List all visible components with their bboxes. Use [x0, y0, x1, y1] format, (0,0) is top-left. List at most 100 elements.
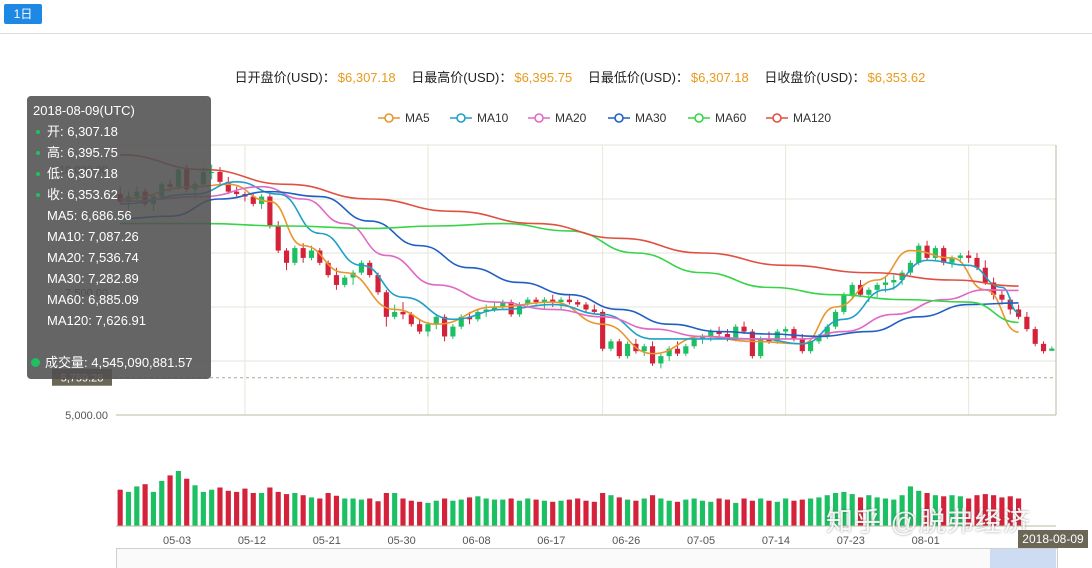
volume-bar — [882, 498, 889, 526]
legend-marker — [534, 113, 544, 123]
candle-body — [583, 304, 589, 310]
candle-body — [1040, 343, 1047, 352]
candle-body — [1032, 329, 1038, 344]
close-price-label: 日收盘价(USD)： — [764, 70, 866, 85]
volume-bar — [350, 498, 356, 526]
volume-bar — [375, 501, 381, 526]
volume-bar — [225, 490, 231, 526]
candle-body — [358, 262, 364, 273]
zoom-navigator[interactable] — [116, 548, 1058, 568]
volume-bar — [367, 498, 373, 526]
volume-dot-icon — [31, 358, 40, 367]
moving-average-lines — [120, 154, 1019, 355]
candle-body — [683, 346, 689, 354]
volume-bar — [608, 495, 614, 526]
legend-marker — [772, 113, 782, 123]
volume-bar — [957, 496, 963, 526]
candle-body — [483, 309, 489, 312]
volume-bar — [600, 493, 606, 526]
candle-body — [533, 299, 539, 303]
tooltip-ma20: MA20: 7,536.74 — [47, 250, 139, 265]
candle-body — [916, 245, 922, 263]
legend-item-ma10: MA10 — [477, 111, 509, 125]
candle-body — [433, 316, 439, 325]
candle-body — [383, 292, 389, 317]
volume-bar — [433, 500, 439, 526]
candle-body — [832, 311, 839, 327]
tooltip-open-text: 开: 6,307.18 — [47, 124, 118, 139]
x-tick-label: 08-01 — [912, 535, 940, 547]
toolbar-divider — [0, 33, 1092, 34]
volume-bar — [982, 494, 988, 526]
volume-bar — [774, 501, 780, 526]
tooltip-high: 高: 6,395.75 — [33, 142, 205, 163]
volume-bar — [999, 497, 1005, 526]
volume-bar — [716, 498, 722, 526]
volume-bar — [949, 495, 955, 526]
candle-body — [891, 280, 897, 283]
volume-bar — [500, 499, 506, 526]
candle-body — [475, 311, 481, 320]
tooltip-close-text: 收: 6,353.62 — [47, 187, 118, 202]
x-tick-label: 05-03 — [163, 535, 191, 547]
candle-body — [924, 245, 930, 258]
volume-bar — [425, 502, 431, 526]
tooltip-volume-text: 成交量: 4,545,090,881.57 — [45, 355, 193, 370]
volume-bar — [708, 501, 714, 526]
volume-bar — [658, 498, 664, 526]
volume-bar — [508, 498, 514, 526]
watermark: 知乎 @脱弗经济 — [826, 507, 1031, 537]
candle-body — [425, 324, 431, 332]
volume-bar — [924, 493, 930, 526]
legend-item-ma30: MA30 — [635, 111, 667, 125]
candle-body — [575, 302, 581, 305]
candle-body — [267, 196, 273, 226]
x-tick-label: 07-14 — [762, 535, 790, 547]
candle-body — [674, 348, 681, 354]
legend-marker — [614, 113, 624, 123]
x-tick-label: 07-23 — [837, 535, 865, 547]
volume-bar — [458, 499, 464, 526]
x-tick-label: 07-05 — [687, 535, 715, 547]
volume-bar — [899, 495, 905, 526]
candle-body — [491, 307, 498, 310]
volume-bar — [383, 493, 389, 526]
candle-body — [342, 277, 348, 285]
low-price-value: $6,307.18 — [690, 70, 749, 85]
legend-item-ma5: MA5 — [405, 111, 430, 125]
zoom-selection-handle[interactable] — [990, 549, 1056, 568]
volume-bar — [125, 491, 132, 526]
volume-bar — [783, 498, 789, 526]
volume-bar — [392, 493, 398, 526]
volume-bar — [824, 495, 830, 526]
candle-body — [442, 316, 448, 337]
volume-bar — [142, 484, 148, 526]
low-price-label: 日最低价(USD)： — [587, 70, 689, 85]
ma60-line — [120, 222, 1019, 324]
volume-bar — [217, 487, 223, 526]
volume-bar — [317, 498, 323, 526]
tab-1d[interactable]: 1日 — [4, 4, 42, 24]
volume-bar — [258, 493, 265, 526]
candle-body — [541, 299, 547, 303]
candle-body — [741, 326, 747, 332]
volume-bar — [866, 495, 872, 526]
candle-body — [766, 338, 772, 342]
ma5-line — [120, 183, 1019, 355]
candle-body — [458, 316, 464, 327]
bullet-icon — [36, 172, 40, 176]
volume-bar — [541, 500, 547, 526]
bullet-icon — [36, 130, 40, 134]
volume-bar — [333, 495, 340, 526]
open-price-stat: 日开盘价(USD)： $6,307.18 — [235, 70, 396, 85]
candle-body — [649, 346, 656, 364]
candle-body — [907, 262, 914, 273]
volume-bar — [450, 500, 456, 526]
candle-body — [749, 331, 755, 357]
volume-bar — [167, 475, 173, 526]
candle-body — [300, 248, 306, 258]
candle-body — [225, 181, 231, 192]
ma30-line — [120, 190, 1019, 338]
volume-bar — [575, 498, 581, 526]
